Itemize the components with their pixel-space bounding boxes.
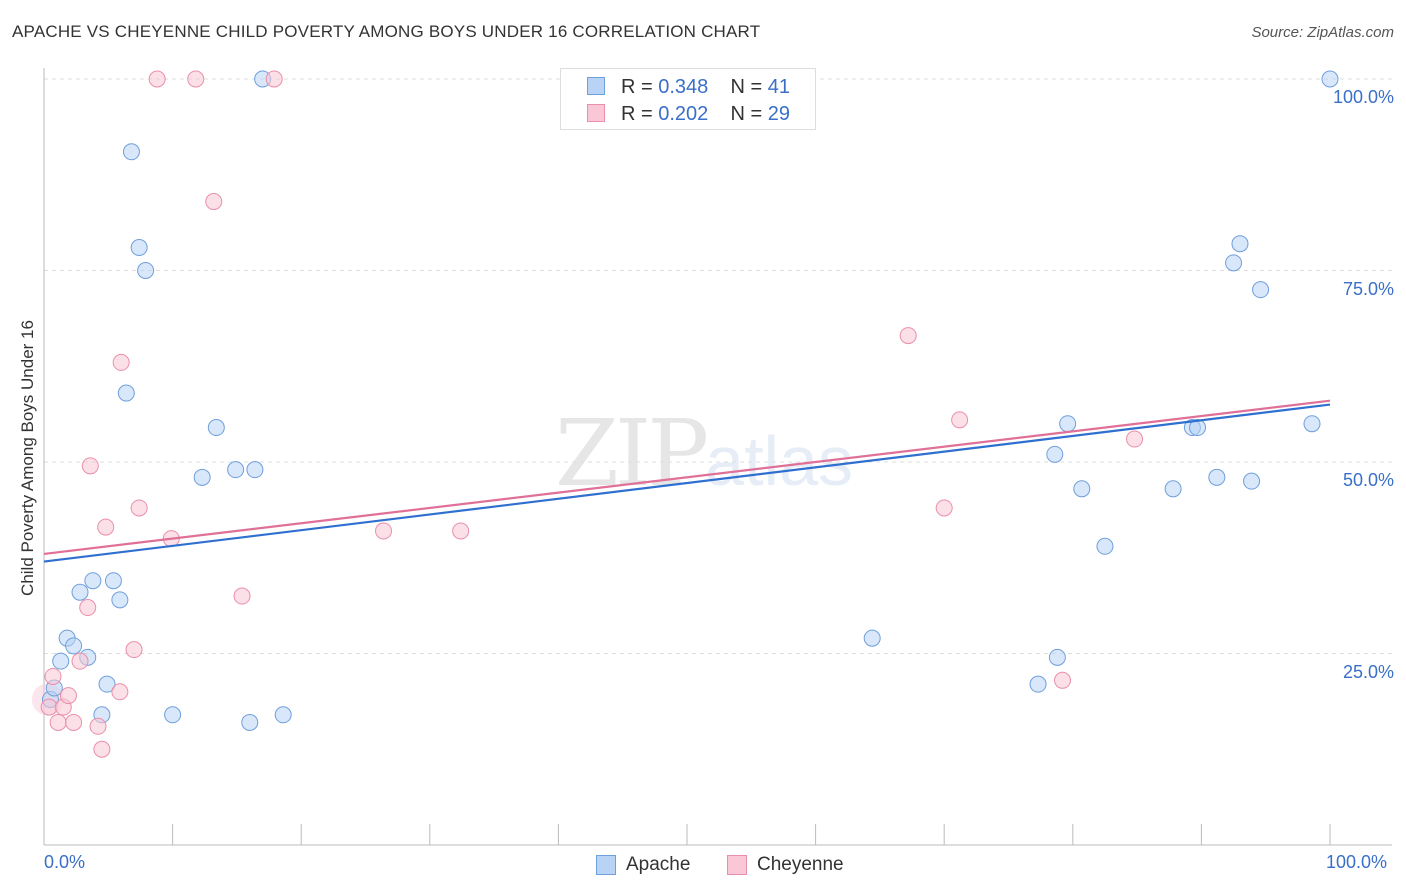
apache-point xyxy=(246,461,264,479)
cheyenne-point xyxy=(89,717,107,735)
axes xyxy=(43,68,1392,846)
apache-point xyxy=(111,591,129,609)
apache-legend-label: Apache xyxy=(626,854,691,875)
cheyenne-point xyxy=(65,713,83,731)
apache-point xyxy=(1048,648,1066,666)
apache-point xyxy=(274,706,292,724)
apache-point xyxy=(1073,480,1091,498)
n-value: 29 xyxy=(767,102,791,125)
grid-lines xyxy=(44,78,1392,654)
cheyenne-point xyxy=(44,667,62,685)
apache-point xyxy=(1096,537,1114,555)
cheyenne-point xyxy=(125,641,143,659)
cheyenne-point xyxy=(187,70,205,88)
cheyenne-point xyxy=(1126,430,1144,448)
r-value: 0.202 xyxy=(658,102,709,125)
cheyenne-point xyxy=(71,652,89,670)
apache-point xyxy=(117,384,135,402)
cheyenne-swatch xyxy=(587,104,605,122)
y-axis-label: Child Poverty Among Boys Under 16 xyxy=(18,320,37,596)
x-tick-label-min: 0.0% xyxy=(44,852,86,872)
apache-point xyxy=(241,713,259,731)
cheyenne-trend-line xyxy=(43,399,1331,556)
apache-point xyxy=(863,629,881,647)
apache-point xyxy=(207,419,225,437)
cheyenne-point xyxy=(59,687,77,705)
apache-point xyxy=(1225,254,1243,272)
apache-point xyxy=(65,637,83,655)
cheyenne-point xyxy=(97,518,115,536)
apache-point xyxy=(193,468,211,486)
n-label: N = xyxy=(730,102,768,125)
cheyenne-point xyxy=(265,70,283,88)
cheyenne-point xyxy=(935,499,953,517)
cheyenne-point xyxy=(130,499,148,517)
apache-point xyxy=(227,461,245,479)
cheyenne-stats: R = 0.202 N = 29 xyxy=(621,103,790,126)
apache-point xyxy=(1243,472,1261,490)
r-value: 0.348 xyxy=(658,75,709,98)
cheyenne-point xyxy=(49,713,67,731)
cheyenne-point xyxy=(93,740,111,758)
cheyenne-point xyxy=(40,698,58,716)
apache-point xyxy=(137,262,155,279)
series-legend-apache: Apache xyxy=(596,852,690,878)
apache-point xyxy=(98,675,116,693)
cheyenne-point xyxy=(81,457,99,475)
apache-point xyxy=(122,143,140,161)
apache-point xyxy=(130,239,148,257)
cheyenne-point xyxy=(233,587,251,605)
series-legend-cheyenne: Cheyenne xyxy=(727,852,844,878)
n-value: 41 xyxy=(767,75,791,98)
cheyenne-point xyxy=(452,522,470,540)
y-tick-label: 75.0% xyxy=(1342,278,1394,299)
apache-stats: R = 0.348 N = 41 xyxy=(621,76,790,99)
apache-point xyxy=(1208,468,1226,486)
apache-point xyxy=(1059,415,1077,433)
stats-legend: R = 0.348 N = 41 R = 0.202 N = 29 xyxy=(560,68,816,130)
apache-point xyxy=(1252,281,1270,299)
apache-swatch xyxy=(587,77,605,95)
apache-point xyxy=(1164,480,1182,498)
y-tick-label: 25.0% xyxy=(1342,661,1394,682)
apache-point xyxy=(84,572,102,590)
data-points xyxy=(31,70,1339,758)
cheyenne-point xyxy=(111,683,129,701)
apache-point xyxy=(1303,415,1321,433)
n-label: N = xyxy=(730,75,768,98)
cheyenne-point xyxy=(112,353,130,371)
apache-point xyxy=(104,572,122,590)
apache-legend-swatch xyxy=(596,855,616,875)
apache-point xyxy=(1029,675,1047,693)
r-label: R = xyxy=(621,102,659,125)
x-tick-label-max: 100.0% xyxy=(1326,852,1388,872)
apache-point xyxy=(1189,419,1207,437)
y-tick-label: 50.0% xyxy=(1342,470,1394,490)
apache-trend-line xyxy=(43,403,1331,563)
cheyenne-point xyxy=(148,70,166,88)
apache-point xyxy=(164,706,182,724)
cheyenne-point xyxy=(1054,671,1072,689)
apache-point xyxy=(1231,235,1249,253)
apache-point xyxy=(1046,445,1064,463)
cheyenne-legend-swatch xyxy=(727,855,747,875)
y-tick-label: 100.0% xyxy=(1332,87,1394,107)
cheyenne-point xyxy=(899,327,917,345)
cheyenne-point xyxy=(375,522,393,540)
cheyenne-legend-label: Cheyenne xyxy=(757,854,844,875)
cheyenne-point xyxy=(205,193,223,211)
source-label: Source: ZipAtlas.com xyxy=(1251,24,1394,41)
cheyenne-point xyxy=(79,599,97,617)
apache-point xyxy=(1321,70,1339,88)
trend-lines xyxy=(43,399,1331,563)
apache-point xyxy=(71,583,89,601)
apache-point xyxy=(52,652,70,670)
r-label: R = xyxy=(621,75,659,98)
chart-title: APACHE VS CHEYENNE CHILD POVERTY AMONG B… xyxy=(12,22,761,41)
cheyenne-point xyxy=(951,411,969,429)
